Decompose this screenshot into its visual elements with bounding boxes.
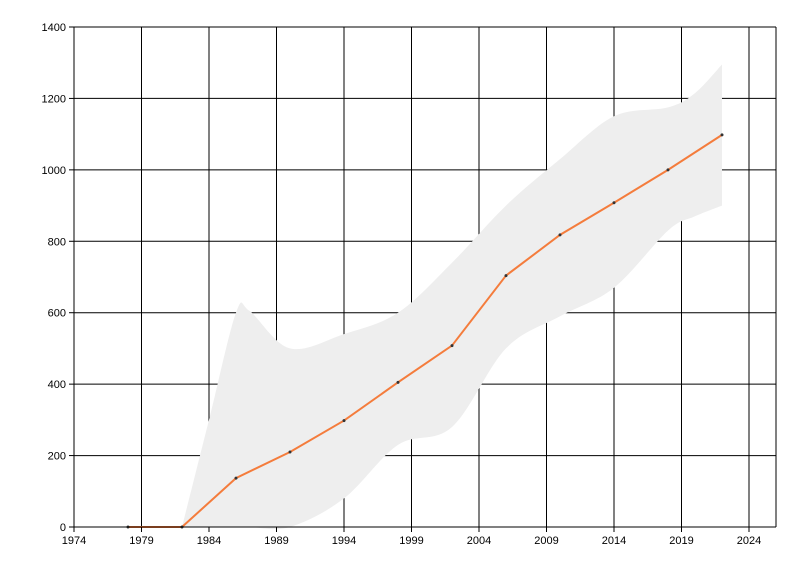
data-point: [342, 419, 346, 423]
y-tick-label: 800: [48, 236, 66, 248]
confidence-band: [182, 64, 722, 530]
x-tick-label: 2004: [467, 535, 491, 547]
x-tick-label: 2024: [737, 535, 761, 547]
y-tick-label: 1000: [42, 165, 66, 177]
series-line: [128, 134, 723, 528]
x-tick-label: 1994: [332, 535, 356, 547]
y-tick-label: 1400: [42, 22, 66, 34]
data-point: [558, 233, 562, 237]
series-points: [126, 133, 724, 529]
data-point: [234, 476, 238, 480]
data-point: [396, 380, 400, 384]
y-tick-label: 1200: [42, 93, 66, 105]
x-tick-label: 2014: [602, 535, 626, 547]
y-tick-label: 400: [48, 379, 66, 391]
x-tick-label: 2019: [669, 535, 693, 547]
chart-axes: [69, 26, 776, 532]
data-point: [720, 133, 724, 137]
data-point: [450, 344, 454, 348]
x-tick-label: 1989: [264, 535, 288, 547]
series-lines: [128, 134, 723, 528]
chart-grid: [74, 26, 777, 527]
y-tick-label: 0: [60, 522, 66, 534]
x-tick-label: 1979: [129, 535, 153, 547]
y-axis-tick-labels: 0 200 400 600 800 1000 1200 1400: [42, 22, 66, 534]
y-tick-label: 600: [48, 308, 66, 320]
x-tick-label: 1999: [399, 535, 423, 547]
y-tick-label: 200: [48, 451, 66, 463]
data-point: [666, 168, 670, 172]
data-point: [612, 201, 616, 205]
x-tick-label: 1974: [62, 535, 86, 547]
data-point: [504, 274, 508, 278]
data-point: [288, 450, 292, 454]
x-tick-label: 1984: [197, 535, 221, 547]
x-axis-tick-labels: 1974 1979 1984 1989 1994 1999 2004 2009 2014 2019…: [62, 535, 761, 547]
x-tick-label: 2009: [534, 535, 558, 547]
